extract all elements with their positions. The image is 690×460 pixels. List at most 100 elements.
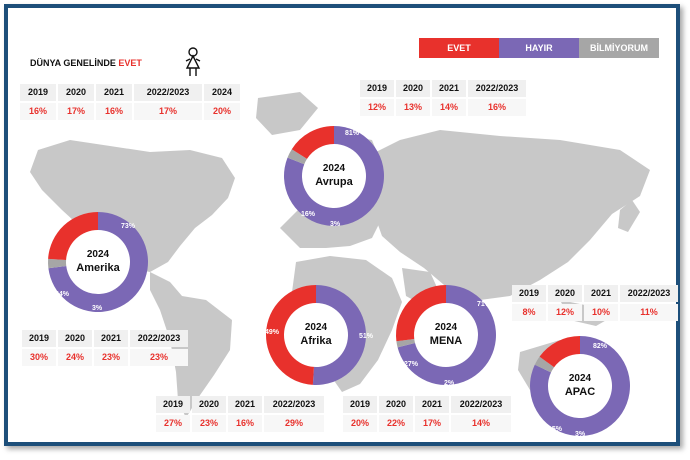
donut-slice-bilmiyorum xyxy=(396,339,416,348)
donut-year: 2024 xyxy=(323,163,346,174)
slice-label: 71% xyxy=(477,301,492,308)
table-header: 2022/2023 xyxy=(451,396,511,413)
donut-apac: 15% 82% 3% 2024 APAC xyxy=(530,336,631,438)
table-cell: 17% xyxy=(58,103,94,120)
table-cell: 12% xyxy=(548,304,582,321)
donut-center xyxy=(294,136,374,216)
global-history-table: 2019 2020 2021 2022/2023 2024 16% 17% 16… xyxy=(20,84,242,122)
table-header: 2021 xyxy=(415,396,449,413)
page-title: DÜNYA GENELİNDE EVET xyxy=(30,58,142,68)
donut-region: Avrupa xyxy=(315,176,353,188)
donut-slice-hayir xyxy=(312,285,366,385)
slice-label: 27% xyxy=(404,361,419,368)
table-header: 2020 xyxy=(548,285,582,302)
donut-mena: 27% 71% 2% 2024 MENA xyxy=(395,285,496,387)
table-header: 2021 xyxy=(94,330,128,347)
donut-avrupa: 16% 81% 3% 2024 Avrupa xyxy=(283,126,384,228)
legend-bilmiyorum: BİLMİYORUM xyxy=(579,38,659,58)
donut-year: 2024 xyxy=(305,322,328,333)
slice-label: 81% xyxy=(345,130,360,137)
table-cell: 20% xyxy=(204,103,240,120)
table-header: 2022/2023 xyxy=(264,396,324,413)
donut-slice-evet xyxy=(265,285,316,385)
table-header: 2020 xyxy=(58,84,94,101)
title-prefix: DÜNYA GENELİNDE xyxy=(30,58,116,68)
table-header: 2020 xyxy=(396,80,430,97)
donut-slice-bilmiyorum xyxy=(534,356,555,373)
table-header: 2019 xyxy=(512,285,546,302)
legend: EVET HAYIR BİLMİYORUM xyxy=(419,38,659,58)
donut-center xyxy=(58,222,138,302)
donut-amerika: 24% 73% 3% 2024 Amerika xyxy=(48,212,148,313)
female-person-icon xyxy=(185,47,201,76)
donut-afrika: 49% 51% 2024 Afrika xyxy=(265,285,374,385)
table-header: 2021 xyxy=(584,285,618,302)
donut-slice-hayir xyxy=(397,285,496,385)
table-cell: 17% xyxy=(415,415,449,432)
table-cell: 23% xyxy=(130,349,188,366)
donut-slice-evet xyxy=(539,336,580,368)
table-cell: 22% xyxy=(379,415,413,432)
table-cell: 23% xyxy=(192,415,226,432)
slice-label: 73% xyxy=(121,223,136,230)
slice-label: 3% xyxy=(330,221,341,228)
amerika-history-table: 2019 2020 2021 2022/2023 30% 24% 23% 23% xyxy=(22,330,190,368)
afrika-history-table: 2019 2020 2021 2022/2023 27% 23% 16% 29% xyxy=(156,396,326,434)
slice-label: 16% xyxy=(301,211,316,218)
table-header: 2021 xyxy=(96,84,132,101)
donut-region: Afrika xyxy=(300,335,332,347)
table-cell: 20% xyxy=(343,415,377,432)
apac-history-table: 2019 2020 2021 2022/2023 8% 12% 10% 11% xyxy=(512,285,680,323)
table-header: 2024 xyxy=(204,84,240,101)
donut-slice-evet xyxy=(48,212,98,260)
donut-slice-bilmiyorum xyxy=(287,149,307,165)
slice-label: 49% xyxy=(265,329,280,336)
donut-slice-hayir xyxy=(283,126,384,226)
table-cell: 8% xyxy=(512,304,546,321)
title-highlight: EVET xyxy=(118,58,142,68)
table-cell: 12% xyxy=(360,99,394,116)
slice-label: 15% xyxy=(548,426,563,433)
table-header: 2022/2023 xyxy=(134,84,202,101)
table-cell: 27% xyxy=(156,415,190,432)
donut-center xyxy=(406,295,486,375)
mena-history-table: 2019 2020 2021 2022/2023 20% 22% 17% 14% xyxy=(343,396,513,434)
slice-label: 3% xyxy=(92,305,103,312)
legend-evet: EVET xyxy=(419,38,499,58)
table-header: 2019 xyxy=(360,80,394,97)
donut-slice-hayir xyxy=(48,212,148,313)
table-cell: 16% xyxy=(96,103,132,120)
table-header: 2020 xyxy=(58,330,92,347)
donut-slice-hayir xyxy=(530,336,631,436)
donut-year: 2024 xyxy=(87,249,110,260)
slice-label: 82% xyxy=(593,343,608,350)
table-header: 2019 xyxy=(20,84,56,101)
table-cell: 10% xyxy=(584,304,618,321)
table-header: 2020 xyxy=(192,396,226,413)
table-cell: 14% xyxy=(432,99,466,116)
table-cell: 24% xyxy=(58,349,92,366)
donut-region: MENA xyxy=(430,335,462,347)
avrupa-history-table: 2019 2020 2021 2022/2023 12% 13% 14% 16% xyxy=(360,80,528,118)
slice-label: 24% xyxy=(55,291,70,298)
slice-label: 2% xyxy=(444,380,455,387)
donut-region: Amerika xyxy=(76,262,120,274)
donut-slice-bilmiyorum xyxy=(48,258,67,269)
table-cell: 23% xyxy=(94,349,128,366)
donut-slice-evet xyxy=(395,285,446,342)
slice-label: 51% xyxy=(359,333,374,340)
table-cell: 14% xyxy=(451,415,511,432)
table-cell: 16% xyxy=(228,415,262,432)
donut-center xyxy=(276,295,356,375)
table-header: 2022/2023 xyxy=(130,330,188,347)
table-header: 2020 xyxy=(379,396,413,413)
table-cell: 17% xyxy=(134,103,202,120)
table-header: 2021 xyxy=(432,80,466,97)
table-header: 2019 xyxy=(156,396,190,413)
legend-hayir: HAYIR xyxy=(499,38,579,58)
donut-region: APAC xyxy=(565,386,595,398)
table-cell: 30% xyxy=(22,349,56,366)
table-header: 2022/2023 xyxy=(468,80,526,97)
table-header: 2021 xyxy=(228,396,262,413)
